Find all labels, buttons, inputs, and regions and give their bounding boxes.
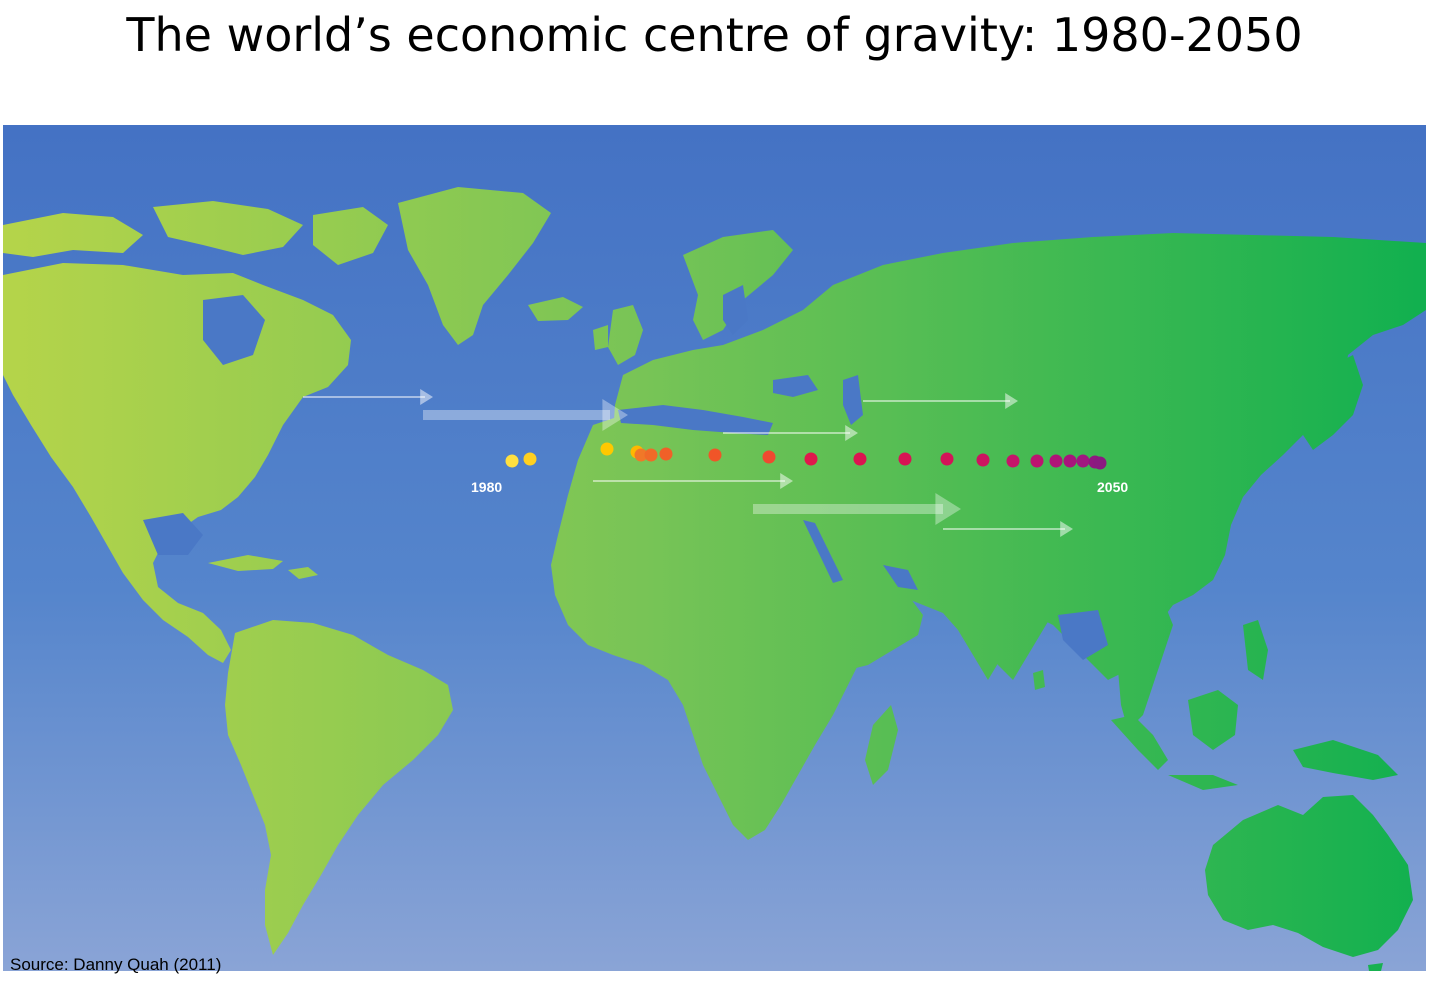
gravity-path-point [600, 442, 614, 456]
gulf-of-mexico [143, 513, 203, 555]
continents [3, 187, 1426, 971]
borneo [1188, 690, 1238, 750]
tasmania [1368, 963, 1383, 971]
new-guinea [1293, 740, 1398, 780]
iceland [528, 297, 583, 321]
eurasia [613, 233, 1426, 680]
scandinavia [683, 230, 793, 340]
arctic-islands-2 [153, 201, 303, 255]
bay-of-bengal [1058, 610, 1108, 660]
java [1168, 775, 1238, 790]
path-end-label: 2050 [1097, 479, 1128, 495]
red-sea [803, 520, 843, 583]
sri-lanka [1033, 670, 1045, 690]
cuba [208, 555, 283, 571]
hudson-bay [203, 295, 265, 365]
gravity-path-point [940, 452, 954, 466]
sumatra [1111, 715, 1168, 770]
philippines [1243, 620, 1268, 680]
flow-arrow-head [935, 493, 961, 525]
hispaniola [288, 567, 318, 579]
gravity-path-point [898, 452, 912, 466]
mediterranean [618, 405, 773, 435]
flow-arrow-head [602, 399, 628, 431]
gravity-path-point [644, 448, 658, 462]
path-start-label: 1980 [471, 479, 502, 495]
australia [1205, 795, 1413, 957]
flow-arrow-head [780, 473, 793, 489]
gravity-path-point [1093, 456, 1107, 470]
source-note: Source: Danny Quah (2011) [10, 955, 222, 974]
flow-arrow-head [845, 425, 858, 441]
north-america [3, 263, 351, 663]
black-sea [773, 375, 818, 397]
flow-arrow-head [1060, 521, 1073, 537]
gravity-path-point [1030, 454, 1044, 468]
map-title: The world’s economic centre of gravity: … [126, 8, 1303, 62]
gravity-path-point [976, 453, 990, 467]
flow-arrows [303, 389, 1073, 537]
gravity-path-point [762, 450, 776, 464]
arctic-islands [3, 213, 143, 257]
gravity-path [505, 442, 1107, 470]
world-map-svg: 1980 2050 [3, 125, 1426, 971]
caspian-sea [843, 375, 863, 425]
gravity-path-point [1076, 454, 1090, 468]
greenland [398, 187, 551, 345]
gravity-path-point [1049, 454, 1063, 468]
gravity-path-point [634, 448, 648, 462]
arctic-islands-3 [313, 207, 388, 265]
gravity-path-point [804, 452, 818, 466]
inland-water [143, 285, 1108, 660]
great-britain [608, 305, 643, 365]
india [958, 545, 1063, 680]
japan [1303, 355, 1363, 450]
gravity-path-point [708, 448, 722, 462]
persian-gulf [883, 565, 918, 590]
gravity-path-point [1006, 454, 1020, 468]
ireland [593, 325, 608, 350]
gravity-path-point [853, 452, 867, 466]
gravity-path-point [505, 454, 519, 468]
flow-arrow-head [420, 389, 433, 405]
south-america [225, 620, 453, 955]
baltic-sea [723, 285, 748, 335]
madagascar [865, 705, 898, 785]
gravity-path-point [523, 452, 537, 466]
flow-arrow-head [1005, 393, 1018, 409]
gravity-path-point [1063, 454, 1077, 468]
gravity-path-point [659, 447, 673, 461]
indochina [1108, 585, 1173, 730]
world-map: 1980 2050 [3, 125, 1426, 971]
africa [551, 415, 883, 840]
